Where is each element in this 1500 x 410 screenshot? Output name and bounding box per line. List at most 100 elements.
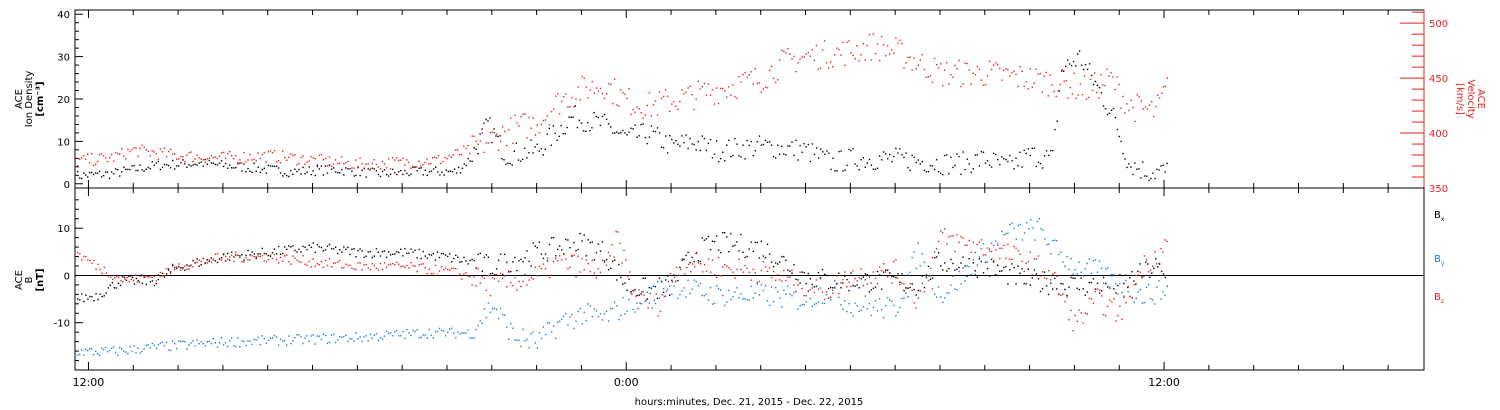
- data-point: [117, 354, 119, 356]
- data-point: [876, 270, 879, 273]
- data-point: [554, 132, 556, 135]
- data-point: [184, 269, 186, 271]
- data-point: [842, 41, 844, 44]
- data-point: [520, 285, 522, 288]
- data-point: [575, 249, 577, 252]
- data-point: [722, 151, 724, 153]
- data-point: [856, 280, 858, 282]
- data-point: [172, 265, 174, 267]
- data-point: [1081, 93, 1084, 96]
- data-point: [960, 235, 962, 238]
- data-point: [620, 314, 622, 316]
- data-point: [1133, 301, 1135, 304]
- data-point: [200, 341, 202, 343]
- data-point: [671, 279, 673, 282]
- data-point: [937, 67, 940, 69]
- data-point: [334, 159, 337, 161]
- data-point: [224, 157, 227, 159]
- data-point: [711, 157, 714, 159]
- data-point: [265, 261, 268, 263]
- data-point: [265, 342, 268, 344]
- data-point: [889, 273, 891, 275]
- data-point: [326, 245, 329, 247]
- data-point: [866, 162, 868, 164]
- data-point: [1147, 263, 1149, 265]
- data-point: [1007, 243, 1009, 246]
- data-point: [893, 52, 895, 54]
- data-point: [379, 337, 382, 339]
- data-point: [789, 293, 791, 295]
- data-point: [696, 251, 698, 254]
- data-point: [475, 148, 477, 150]
- data-point: [872, 306, 875, 308]
- data-point: [361, 250, 363, 252]
- data-point: [911, 256, 913, 259]
- data-point: [917, 297, 919, 299]
- data-point: [1030, 219, 1032, 221]
- data-point: [777, 79, 779, 81]
- data-point: [665, 279, 667, 281]
- data-point: [302, 166, 304, 169]
- data-point: [381, 338, 384, 340]
- data-point: [153, 151, 155, 153]
- data-point: [385, 167, 388, 169]
- data-point: [976, 243, 978, 246]
- data-point: [477, 268, 479, 270]
- data-point: [255, 170, 257, 172]
- data-point: [954, 164, 956, 167]
- data-point: [343, 246, 345, 248]
- data-point: [591, 127, 593, 129]
- data-point: [408, 161, 410, 164]
- data-point: [630, 127, 632, 129]
- data-point: [762, 143, 765, 146]
- data-point: [752, 297, 754, 299]
- data-point: [1017, 265, 1019, 267]
- data-point: [701, 135, 703, 137]
- data-point: [491, 141, 493, 144]
- data-point: [339, 249, 341, 251]
- data-point: [764, 257, 767, 259]
- data-point: [153, 164, 155, 166]
- data-point: [591, 315, 593, 318]
- data-point: [302, 245, 304, 248]
- data-point: [522, 113, 524, 116]
- data-point: [909, 271, 911, 274]
- data-point: [587, 97, 589, 99]
- data-point: [1041, 167, 1044, 169]
- data-point: [222, 254, 225, 256]
- data-point: [1160, 165, 1162, 167]
- data-point: [85, 294, 87, 296]
- data-point: [151, 161, 153, 163]
- data-point: [799, 144, 801, 147]
- data-point: [212, 338, 215, 340]
- data-point: [139, 164, 141, 166]
- data-point: [267, 254, 270, 257]
- data-point: [819, 287, 822, 289]
- top-left-tick-label: 20: [57, 95, 70, 106]
- data-point: [288, 245, 290, 247]
- data-point: [1098, 292, 1101, 294]
- data-point: [194, 163, 196, 165]
- data-point: [147, 166, 149, 169]
- data-point: [821, 302, 824, 304]
- data-point: [410, 248, 412, 250]
- data-point: [324, 165, 327, 167]
- data-point: [703, 239, 706, 241]
- data-point: [426, 158, 428, 160]
- data-point: [102, 349, 105, 351]
- data-point: [995, 153, 997, 156]
- data-point: [206, 262, 208, 264]
- data-point: [750, 140, 752, 143]
- data-point: [528, 116, 530, 119]
- data-point: [633, 290, 635, 292]
- data-point: [585, 319, 587, 322]
- data-point: [903, 283, 905, 285]
- data-point: [1058, 90, 1061, 92]
- data-point: [1127, 285, 1129, 288]
- data-point: [889, 299, 891, 301]
- data-point: [942, 301, 944, 303]
- data-point: [267, 151, 270, 153]
- data-point: [1019, 223, 1022, 226]
- data-point: [801, 56, 803, 58]
- data-point: [1162, 251, 1164, 253]
